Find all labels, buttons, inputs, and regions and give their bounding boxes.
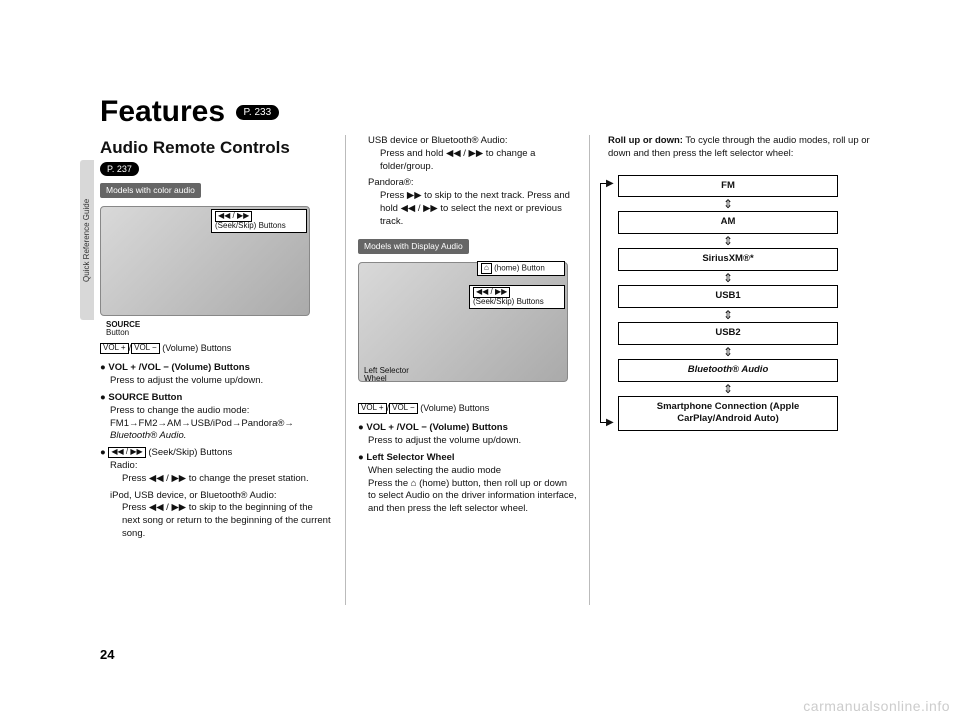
bullet-leftsel-t1: When selecting the audio mode	[368, 465, 577, 478]
flow-usb2: USB2	[618, 322, 838, 345]
column-3: Roll up or down: To cycle through the au…	[590, 135, 880, 605]
bullet-leftsel-title: Left Selector Wheel	[366, 452, 454, 463]
seek-icons-inline: ◀◀ / ▶▶	[108, 447, 145, 458]
flow-arrow: ⇕	[608, 272, 848, 284]
usb-label: USB device or Bluetooth® Audio:	[368, 135, 577, 148]
watermark: carmanualsonline.info	[803, 698, 950, 714]
model-tag-display: Models with Display Audio	[358, 239, 469, 254]
bullet-leftsel-t2: Press the ⌂ (home) button, then roll up …	[368, 478, 577, 516]
column-2: USB device or Bluetooth® Audio: Press an…	[345, 135, 590, 605]
loop-arrow-bot: ▶	[606, 416, 614, 430]
flow-fm: FM	[618, 175, 838, 198]
flow-sirius: SiriusXM®*	[618, 248, 838, 271]
bullet-vol-text: Press to adjust the volume up/down.	[110, 375, 333, 388]
sub-ref-pill: P. 237	[100, 162, 139, 176]
loop-line	[600, 183, 608, 424]
seek-skip-label-2: (Seek/Skip) Buttons	[473, 297, 544, 306]
flow-arrow: ⇕	[608, 309, 848, 321]
ipod-label: iPod, USB device, or Bluetooth® Audio:	[110, 490, 333, 503]
ipod-text: Press ◀◀ / ▶▶ to skip to the beginning o…	[122, 502, 333, 540]
page-ref-pill: P. 233	[236, 105, 280, 120]
seek-skip-callout-2: ◀◀ / ▶▶ (Seek/Skip) Buttons	[469, 285, 565, 309]
home-callout: ⌂ (home) Button	[477, 261, 565, 276]
flow-usb1: USB1	[618, 285, 838, 308]
home-label: (home) Button	[494, 264, 545, 273]
bullet-vol: VOL + /VOL − (Volume) Buttons	[100, 362, 333, 375]
pandora-label: Pandora®:	[368, 177, 577, 190]
bullet-source-t2: FM1→FM2→AM→USB/iPod→Pandora®→	[110, 418, 333, 431]
bullet-source-t1: Press to change the audio mode:	[110, 405, 333, 418]
bullet-vol-2-text: Press to adjust the volume up/down.	[368, 435, 577, 448]
vol-plus-box-2: VOL +	[358, 403, 387, 414]
vol-minus-box-2: VOL −	[389, 403, 418, 414]
source-callout: SOURCE Button	[103, 320, 163, 340]
column-1: Audio Remote Controls P. 237 Models with…	[100, 135, 345, 605]
flow-arrow: ⇕	[608, 235, 848, 247]
bullet-source-t3: Bluetooth® Audio.	[110, 430, 333, 443]
page-number: 24	[100, 647, 114, 662]
audio-mode-flow: ▶ ▶ FM ⇕ AM ⇕ SiriusXM®* ⇕ USB1 ⇕ USB2 ⇕…	[608, 175, 848, 432]
source-label: SOURCE	[106, 320, 140, 329]
vol-buttons-label-1: (Volume) Buttons	[162, 343, 231, 353]
col3-intro-bold: Roll up or down:	[608, 135, 683, 146]
flow-am: AM	[618, 211, 838, 234]
bullet-seek: ◀◀ / ▶▶ (Seek/Skip) Buttons	[100, 447, 333, 460]
vol-caption-2: VOL +/VOL − (Volume) Buttons	[358, 402, 577, 414]
page-title: Features	[100, 95, 225, 129]
pandora-text: Press ▶▶ to skip to the next track. Pres…	[380, 190, 577, 228]
steering-diagram-2: ⌂ (home) Button ◀◀ / ▶▶ (Seek/Skip) Butt…	[358, 262, 568, 382]
loop-arrow-top: ▶	[606, 177, 614, 191]
side-tab: Quick Reference Guide	[80, 160, 94, 320]
bullet-vol-title: VOL + /VOL − (Volume) Buttons	[108, 362, 249, 373]
flow-bt: Bluetooth® Audio	[618, 359, 838, 382]
flow-arrow: ⇕	[608, 346, 848, 358]
vol-plus-box-1: VOL +	[100, 343, 129, 354]
vol-buttons-label-2: (Volume) Buttons	[420, 403, 489, 413]
left-selector-callout: Left Selector Wheel	[361, 366, 441, 386]
source-button-label: Button	[106, 328, 129, 337]
col3-intro: Roll up or down: To cycle through the au…	[608, 135, 880, 161]
manual-page: Features P. 233 Audio Remote Controls P.…	[100, 95, 890, 655]
seek-skip-label: (Seek/Skip) Buttons	[215, 221, 286, 230]
vol-minus-box-1: VOL −	[131, 343, 160, 354]
flow-smartphone: Smartphone Connection (Apple CarPlay/And…	[618, 396, 838, 432]
steering-diagram-1: ◀◀ / ▶▶ (Seek/Skip) Buttons SOURCE Butto…	[100, 206, 310, 316]
left-sel-wheel: Wheel	[364, 374, 387, 383]
bullet-vol-2: VOL + /VOL − (Volume) Buttons	[358, 422, 577, 435]
flow-arrow: ⇕	[608, 383, 848, 395]
left-sel-label: Left Selector	[364, 366, 409, 375]
bullet-leftsel: Left Selector Wheel	[358, 452, 577, 465]
section-subtitle: Audio Remote Controls	[100, 137, 333, 160]
vol-caption-1: VOL +/VOL − (Volume) Buttons	[100, 342, 333, 354]
bullet-vol-2-title: VOL + /VOL − (Volume) Buttons	[366, 422, 507, 433]
bullet-source: SOURCE Button	[100, 392, 333, 405]
bullet-source-title: SOURCE Button	[108, 392, 182, 403]
bullet-seek-title: (Seek/Skip) Buttons	[148, 447, 232, 458]
usb-text: Press and hold ◀◀ / ▶▶ to change a folde…	[380, 148, 577, 174]
radio-text: Press ◀◀ / ▶▶ to change the preset stati…	[122, 473, 333, 486]
home-icon: ⌂	[481, 263, 492, 274]
radio-label: Radio:	[110, 460, 333, 473]
seek-skip-callout: ◀◀ / ▶▶ (Seek/Skip) Buttons	[211, 209, 307, 233]
flow-arrow: ⇕	[608, 198, 848, 210]
model-tag-color: Models with color audio	[100, 183, 201, 198]
